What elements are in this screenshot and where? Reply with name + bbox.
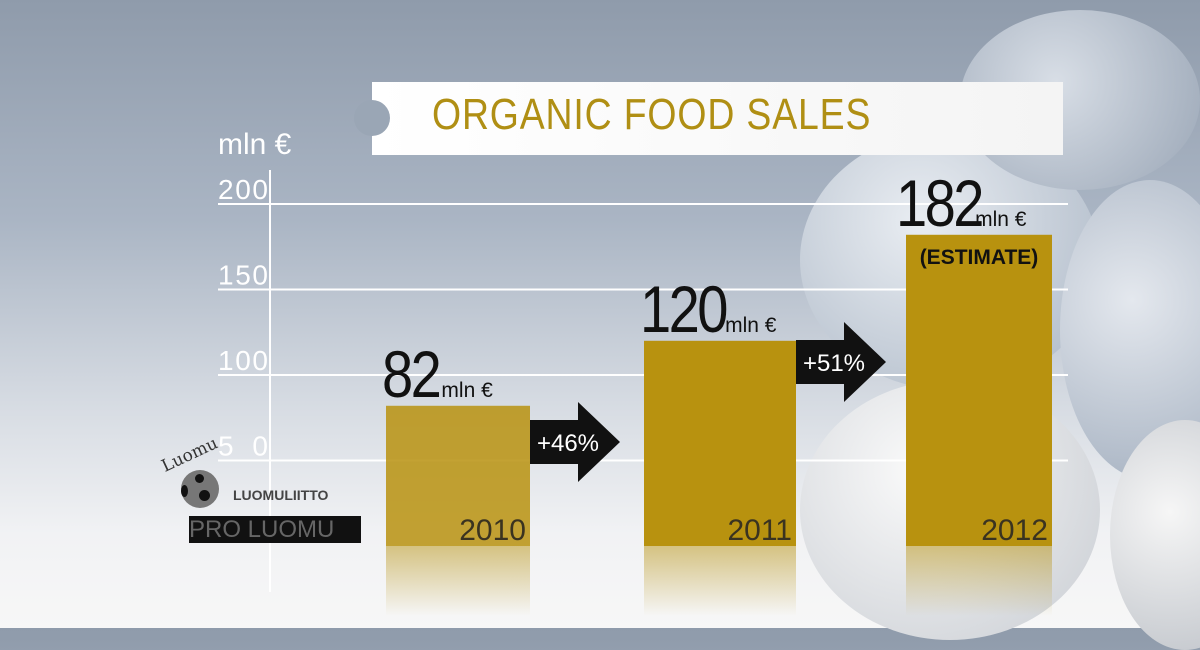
x-tick-label: 2010 xyxy=(459,514,526,547)
value-label: 182mln € xyxy=(896,165,1026,241)
y-tick-label: 200 xyxy=(218,174,268,205)
bar xyxy=(386,405,530,546)
bar-reflection xyxy=(906,546,1052,616)
value-unit: mln € xyxy=(441,378,493,402)
value-label: 82 mln € xyxy=(382,336,493,412)
value-label: 120mln € xyxy=(640,271,776,347)
y-axis-label: mln € xyxy=(218,128,292,161)
title-banner: ORGANIC FOOD SALES xyxy=(354,82,1063,155)
value-number: 82 xyxy=(382,336,442,411)
bar xyxy=(906,234,1052,546)
bar-reflection xyxy=(644,546,796,616)
x-tick-label: 2011 xyxy=(727,514,792,547)
y-tick-label: 150 xyxy=(218,260,268,291)
value-unit: mln € xyxy=(975,207,1027,231)
x-tick-label: 2012 xyxy=(981,514,1048,547)
y-tick-label: 100 xyxy=(218,345,268,376)
value-number: 120 xyxy=(640,271,729,346)
y-tick-label: 50 xyxy=(218,431,268,462)
bar xyxy=(644,340,796,546)
chart-title: ORGANIC FOOD SALES xyxy=(432,90,872,139)
ladybug-icon xyxy=(181,470,219,508)
chart-area: 50 100 150 200 2010 2011 2012 +46% +51% (ESTIMATE… xyxy=(218,174,1052,616)
banner-notch xyxy=(354,100,390,136)
value-unit: mln € xyxy=(725,313,777,337)
growth-label: +51% xyxy=(803,350,865,377)
estimate-label: (ESTIMATE) xyxy=(920,246,1039,269)
logo-luomuliitto: LUOMULIITTO xyxy=(233,487,329,503)
logo-proluomu: PRO LUOMU xyxy=(189,516,361,543)
growth-label: +46% xyxy=(537,430,599,457)
value-number: 182 xyxy=(896,165,985,240)
bar-reflection xyxy=(386,546,530,616)
growth-arrow xyxy=(796,322,886,402)
growth-arrow xyxy=(530,402,620,482)
